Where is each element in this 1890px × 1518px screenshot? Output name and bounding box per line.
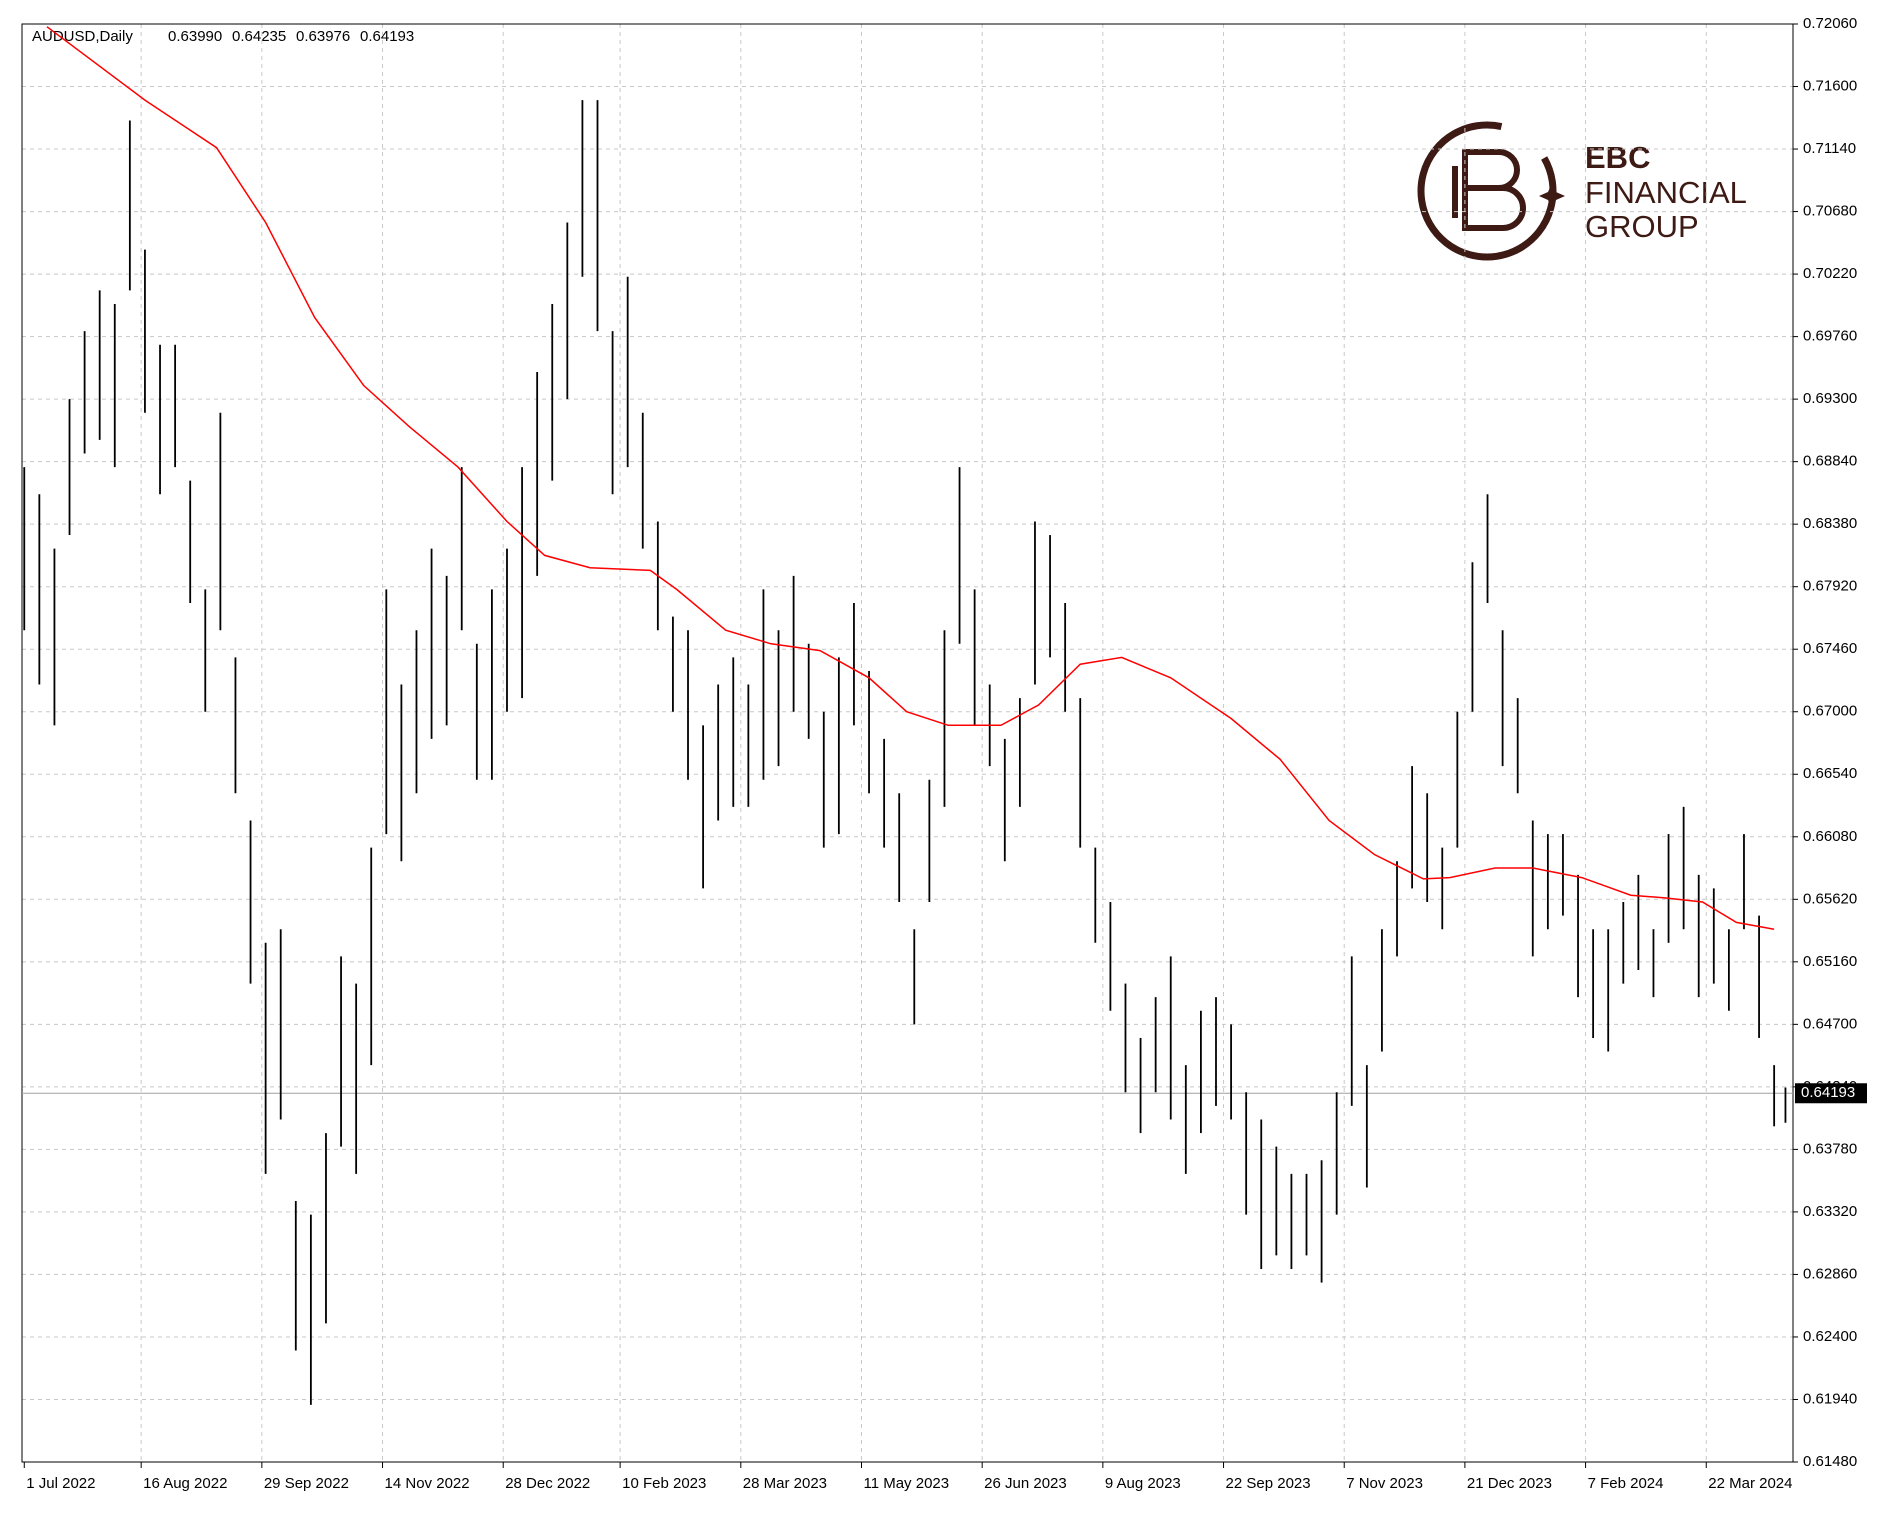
logo-star	[1539, 183, 1565, 209]
logo-text: GROUP	[1585, 209, 1699, 244]
ohlc-value: 0.64235	[232, 28, 286, 45]
ohlc-value: 0.63976	[296, 28, 350, 45]
y-tick-label: 0.67920	[1803, 578, 1857, 595]
x-tick-label: 28 Dec 2022	[505, 1475, 590, 1492]
y-tick-label: 0.61940	[1803, 1390, 1857, 1407]
x-tick-label: 11 May 2023	[863, 1475, 949, 1492]
y-tick-label: 0.68840	[1803, 453, 1857, 470]
logo-mark	[1452, 149, 1526, 231]
y-tick-label: 0.67460	[1803, 640, 1857, 657]
x-tick-label: 7 Nov 2023	[1346, 1475, 1423, 1492]
y-tick-label: 0.63780	[1803, 1140, 1857, 1157]
logo-text: EBC	[1585, 140, 1650, 175]
symbol-label: AUDUSD,Daily	[32, 28, 133, 45]
y-tick-label: 0.72060	[1803, 15, 1857, 32]
x-tick-label: 21 Dec 2023	[1467, 1475, 1552, 1492]
price-label-box	[1795, 1083, 1867, 1104]
y-tick-label: 0.62400	[1803, 1328, 1857, 1345]
price-label: 0.64193	[1801, 1084, 1855, 1101]
y-tick-label: 0.63320	[1803, 1203, 1857, 1220]
y-tick-label: 0.70680	[1803, 203, 1857, 220]
y-tick-label: 0.71140	[1803, 140, 1856, 157]
y-tick-label: 0.62860	[1803, 1265, 1857, 1282]
x-tick-label: 22 Mar 2024	[1708, 1475, 1792, 1492]
logo: EBC FINANCIAL GROUP	[1417, 121, 1747, 261]
y-tick-label: 0.65620	[1803, 890, 1857, 907]
y-tick-label: 0.69300	[1803, 390, 1857, 407]
x-tick-label: 26 Jun 2023	[984, 1475, 1067, 1492]
x-tick-label: 22 Sep 2023	[1226, 1475, 1311, 1492]
y-tick-label: 0.67000	[1803, 703, 1857, 720]
x-tick-label: 29 Sep 2022	[264, 1475, 349, 1492]
x-tick-label: 14 Nov 2022	[385, 1475, 470, 1492]
ohlc-value: 0.64193	[360, 28, 414, 45]
y-tick-label: 0.64700	[1803, 1015, 1857, 1032]
y-tick-label: 0.66080	[1803, 828, 1857, 845]
logo-text: FINANCIAL	[1585, 175, 1747, 210]
ohlc-value: 0.63990	[168, 28, 222, 45]
y-tick-label: 0.68380	[1803, 515, 1857, 532]
x-tick-label: 16 Aug 2022	[143, 1475, 227, 1492]
x-tick-label: 10 Feb 2023	[622, 1475, 706, 1492]
y-tick-label: 0.71600	[1803, 77, 1857, 94]
y-tick-label: 0.65160	[1803, 953, 1857, 970]
x-tick-label: 9 Aug 2023	[1105, 1475, 1181, 1492]
logo-ring	[1417, 121, 1557, 261]
x-tick-label: 28 Mar 2023	[743, 1475, 827, 1492]
y-tick-label: 0.66540	[1803, 765, 1857, 782]
x-tick-label: 1 Jul 2022	[26, 1475, 95, 1492]
y-tick-label: 0.69760	[1803, 328, 1857, 345]
y-tick-label: 0.61480	[1803, 1453, 1857, 1470]
moving-average	[46, 26, 1775, 930]
plot-frame	[21, 23, 1794, 1463]
x-tick-label: 7 Feb 2024	[1588, 1475, 1664, 1492]
y-tick-label: 0.70220	[1803, 265, 1857, 282]
